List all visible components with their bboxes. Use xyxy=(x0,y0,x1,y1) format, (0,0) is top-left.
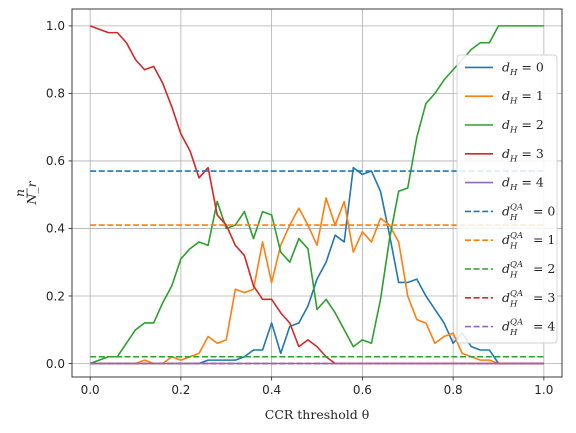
legend-value: = 0 xyxy=(517,59,543,74)
series-line-2 xyxy=(89,25,544,365)
legend-superscript: QA xyxy=(510,202,523,212)
legend-label-8: dQA H = 3 xyxy=(502,289,555,310)
legend-superscript: QA xyxy=(510,231,523,241)
x-tick-label: 0.0 xyxy=(81,383,100,397)
y-tick-label: 0.8 xyxy=(46,87,65,101)
y-axis-label-denominator: N_r xyxy=(24,180,39,205)
y-tick-label: 0.2 xyxy=(46,289,65,303)
legend-symbol: d xyxy=(502,261,510,276)
y-tick-label: 0.0 xyxy=(46,357,65,371)
legend-label-4: dH = 4 xyxy=(502,175,544,194)
legend-subscript: H xyxy=(509,328,518,338)
legend-superscript: QA xyxy=(510,260,523,270)
legend-value: = 1 xyxy=(517,88,543,103)
legend-symbol: d xyxy=(502,175,510,190)
axis-ticks: 0.0 0.2 0.4 0.6 0.8 1.0 0.0 0.2 0.4 0.6 0.8 1.0 xyxy=(46,19,553,397)
legend-box xyxy=(456,54,558,344)
legend-subscript: H xyxy=(509,299,518,309)
x-tick-label: 0.4 xyxy=(262,383,281,397)
legend-subscript: H xyxy=(509,242,518,252)
y-tick-label: 1.0 xyxy=(46,19,65,33)
legend-value: = 4 xyxy=(517,175,543,190)
x-axis-label: CCR threshold θ xyxy=(265,407,369,422)
legend-label-6: dQA H = 1 xyxy=(502,231,555,252)
legend-subscript: H xyxy=(509,68,518,78)
legend-symbol: d xyxy=(502,319,510,334)
legend-value: = 4 xyxy=(529,319,555,334)
legend-symbol: d xyxy=(502,88,510,103)
series-lines xyxy=(89,25,544,365)
legend-value: = 3 xyxy=(517,146,543,161)
legend-superscript: QA xyxy=(510,318,523,328)
y-axis-label: n N_r xyxy=(12,180,39,205)
legend-symbol: d xyxy=(502,290,510,305)
legend-subscript: H xyxy=(509,126,518,136)
x-tick-label: 0.2 xyxy=(171,383,190,397)
legend-label-0: dH = 0 xyxy=(502,59,544,78)
legend-symbol: d xyxy=(502,203,510,218)
legend-label-5: dQA H = 0 xyxy=(502,202,555,223)
y-tick-label: 0.6 xyxy=(46,154,65,168)
plot-area-frame xyxy=(71,8,563,378)
legend-value: = 2 xyxy=(517,117,543,132)
legend-symbol: d xyxy=(502,117,510,132)
legend-subscript: H xyxy=(509,271,518,281)
legend-symbol: d xyxy=(502,232,510,247)
legend-subscript: H xyxy=(509,213,518,223)
legend-label-3: dH = 3 xyxy=(502,146,544,165)
y-axis-label-numerator: n xyxy=(12,189,27,197)
legend-value: = 1 xyxy=(529,232,555,247)
legend-value: = 2 xyxy=(529,261,555,276)
x-tick-label: 1.0 xyxy=(534,383,553,397)
legend-superscript: QA xyxy=(510,289,523,299)
legend-value: = 3 xyxy=(529,290,555,305)
legend-subscript: H xyxy=(509,154,518,164)
y-tick-label: 0.4 xyxy=(46,222,65,236)
legend-value: = 0 xyxy=(529,203,555,218)
legend-subscript: H xyxy=(509,183,518,193)
legend-label-7: dQA H = 2 xyxy=(502,260,555,281)
x-tick-label: 0.8 xyxy=(444,383,463,397)
legend-label-9: dQA H = 4 xyxy=(502,318,555,339)
legend-symbol: d xyxy=(502,59,510,74)
legend-symbol: d xyxy=(502,146,510,161)
legend-label-2: dH = 2 xyxy=(502,117,544,136)
x-tick-label: 0.6 xyxy=(353,383,372,397)
series-line-1 xyxy=(90,197,544,365)
legend-subscript: H xyxy=(509,97,518,107)
legend-label-1: dH = 1 xyxy=(502,88,544,107)
